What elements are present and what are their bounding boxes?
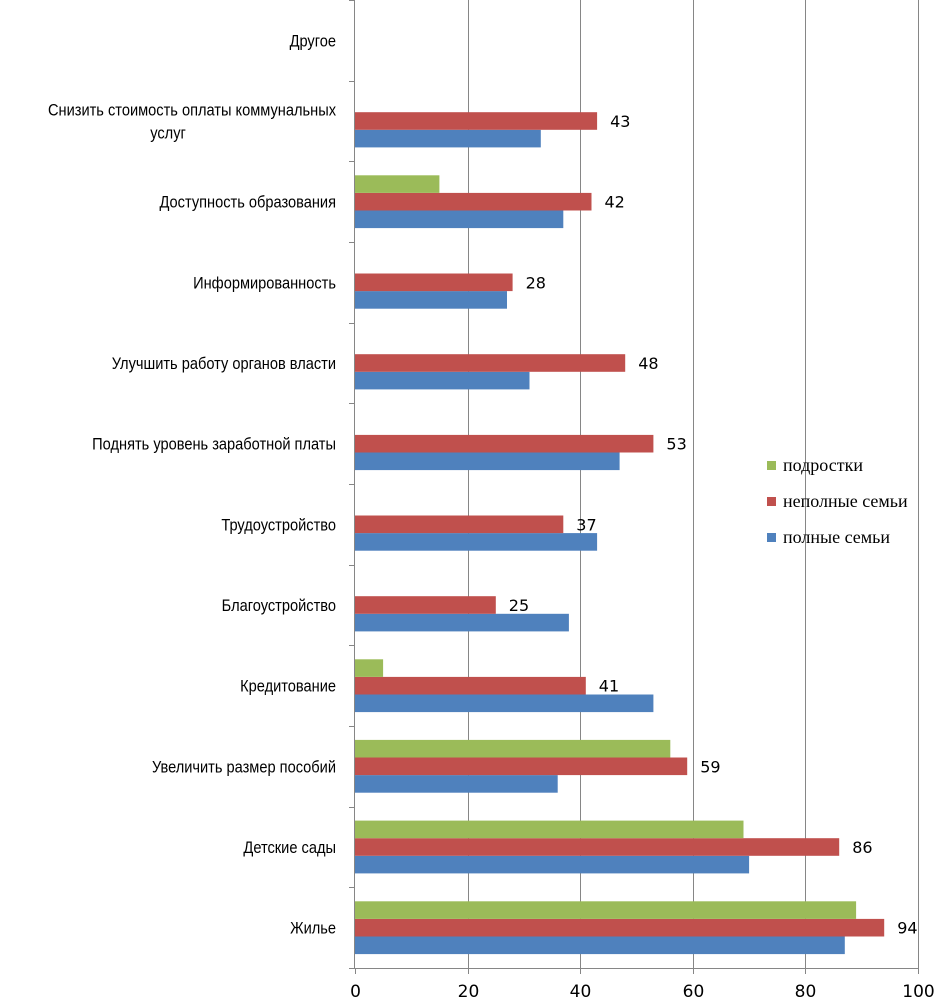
bar-full-families-6: [355, 452, 620, 471]
x-tick-label-60: 60: [683, 982, 705, 1002]
bar-full-families-1: [355, 855, 750, 874]
category-label-10: Снизить стоимость оплаты коммунальных усл…: [48, 102, 336, 143]
bar-full-families-2: [355, 775, 558, 793]
bar-full-families-8: [355, 291, 507, 309]
x-tick-label-100: 100: [902, 982, 934, 1002]
bar-full-families-10: [355, 129, 541, 148]
bar-single-parent-0: [355, 918, 885, 937]
bar-single-parent-5: [355, 515, 564, 534]
legend-swatch-2: [767, 533, 776, 542]
value-label-6: 53: [666, 435, 686, 454]
bar-teens-1: [355, 820, 744, 839]
category-label-9: Доступность образования: [159, 194, 336, 212]
value-labels: 94 86 59 41 25 37 53 48 28 42 43: [509, 112, 918, 938]
bar-teens-3: [355, 659, 384, 677]
category-label-11: Другое: [290, 32, 337, 50]
gridlines: [468, 0, 919, 968]
bar-single-parent-8: [355, 273, 513, 292]
legend-swatch-1: [767, 497, 776, 506]
category-label-7: Улучшить работу органов власти: [112, 355, 336, 373]
bar-single-parent-4: [355, 596, 496, 614]
axes: [349, 0, 919, 974]
bar-single-parent-1: [355, 838, 840, 856]
bar-single-parent-10: [355, 112, 598, 130]
value-label-10: 43: [610, 112, 630, 131]
value-label-3: 41: [599, 677, 619, 696]
category-label-6: Поднять уровень заработной платы: [92, 436, 336, 454]
x-tick-label-0: 0: [350, 982, 361, 1002]
bar-teens-9: [355, 175, 440, 193]
bar-full-families-4: [355, 613, 569, 632]
legend-label-0: подростки: [783, 455, 863, 475]
category-label-5: Трудоустройство: [221, 516, 336, 534]
bar-full-families-9: [355, 210, 564, 229]
bar-full-families-0: [355, 936, 845, 955]
x-tick-label-20: 20: [458, 982, 480, 1002]
legend-swatch-0: [767, 461, 776, 470]
category-label-4: Благоустройство: [222, 597, 336, 615]
bar-single-parent-7: [355, 354, 626, 372]
bar-teens-2: [355, 739, 671, 758]
category-labels: Жилье Детские сады Увеличить размер пособи…: [48, 32, 336, 938]
x-tick-label-80: 80: [795, 982, 817, 1002]
bar-teens-0: [355, 901, 857, 919]
bar-single-parent-2: [355, 757, 688, 776]
value-label-8: 28: [526, 273, 546, 292]
category-label-2: Увеличить размер пособий: [152, 758, 336, 776]
value-label-1: 86: [852, 838, 872, 857]
value-label-0: 94: [897, 919, 917, 938]
value-label-9: 42: [605, 193, 625, 212]
value-label-5: 37: [576, 515, 596, 534]
legend-label-2: полные семьи: [783, 527, 890, 547]
category-label-0: Жилье: [290, 920, 336, 938]
bars: [355, 112, 885, 955]
bar-single-parent-9: [355, 192, 592, 211]
bar-single-parent-6: [355, 434, 654, 453]
category-label-1: Детские сады: [243, 839, 336, 857]
legend: подростки неполные семьи полные семьи: [767, 455, 908, 547]
category-label-8: Информированность: [193, 274, 336, 292]
value-label-7: 48: [638, 354, 658, 373]
bar-single-parent-3: [355, 676, 586, 695]
category-label-3: Кредитование: [240, 678, 336, 696]
x-tick-label-40: 40: [570, 982, 592, 1002]
bar-full-families-3: [355, 694, 654, 713]
bar-full-families-7: [355, 371, 530, 390]
legend-label-1: неполные семьи: [783, 491, 908, 511]
bar-full-families-5: [355, 533, 598, 551]
x-tick-labels: 0 20 40 60 80 100: [350, 982, 934, 1002]
value-label-4: 25: [509, 596, 529, 615]
value-label-2: 59: [700, 757, 720, 776]
